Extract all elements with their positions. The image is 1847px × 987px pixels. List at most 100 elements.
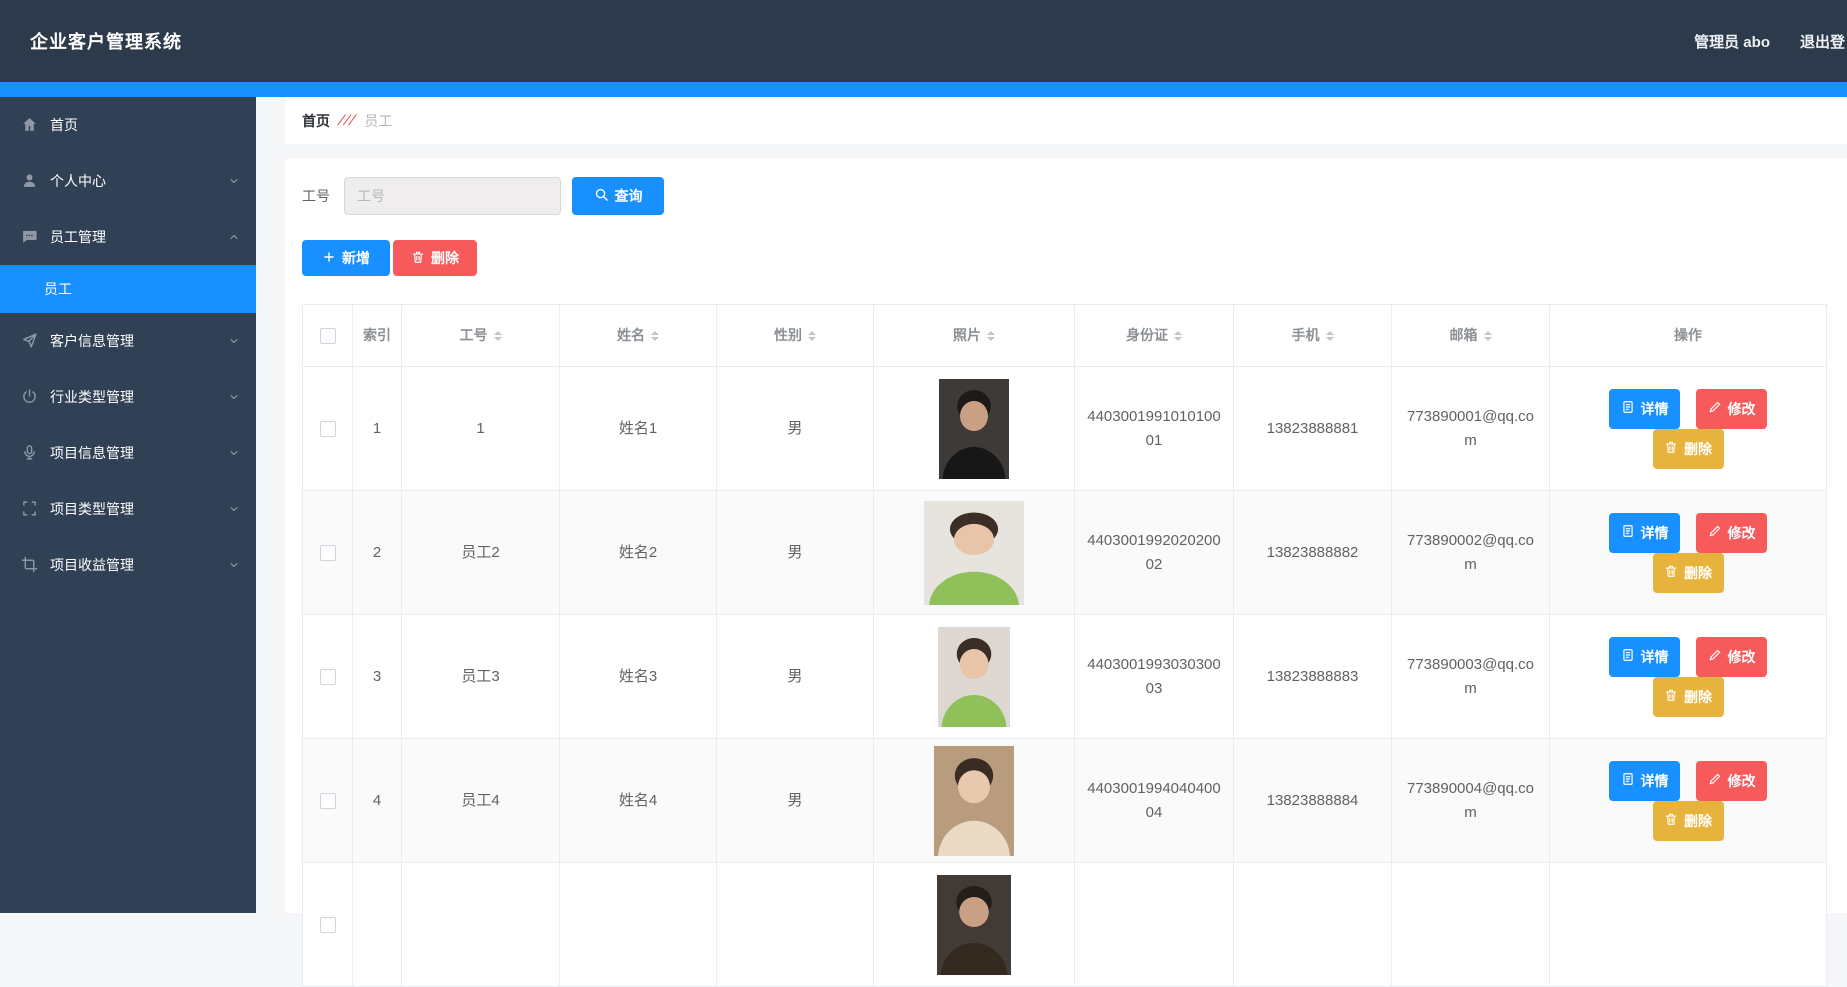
edit-button[interactable]: 修改 [1696, 388, 1767, 429]
admin-user-link[interactable]: 管理员 abo [1694, 33, 1770, 51]
edit-button-label: 修改 [1727, 772, 1756, 789]
sidebar-item-label: 项目收益管理 [50, 557, 134, 573]
pencil-icon [1708, 772, 1722, 789]
logout-link[interactable]: 退出登 [1799, 33, 1845, 51]
delete-button[interactable]: 删除 [393, 240, 477, 276]
detail-button[interactable]: 详情 [1609, 512, 1680, 553]
edit-button[interactable]: 修改 [1696, 512, 1767, 553]
add-button[interactable]: 新增 [302, 240, 390, 276]
cell-gender: 男 [716, 366, 874, 491]
sidebar-item-project-info-mgmt[interactable]: 项目信息管理 [0, 425, 256, 481]
sort-caret[interactable] [493, 327, 502, 345]
cell-gender: 男 [716, 614, 874, 739]
edit-button[interactable]: 修改 [1696, 636, 1767, 677]
select-all-checkbox[interactable] [319, 328, 336, 345]
table-row: 1 1 姓名1 男 440300199101010001 13823888881 77389… [302, 366, 1827, 515]
cell-photo [873, 490, 1075, 642]
topbar: 企业客户管理系统 管理员 abo 退出登 [0, 0, 1847, 82]
sort-caret[interactable] [1483, 327, 1492, 345]
remove-button[interactable]: 删除 [1652, 800, 1724, 841]
remove-button[interactable]: 删除 [1652, 552, 1724, 593]
detail-button[interactable]: 详情 [1609, 636, 1680, 677]
cell-index: 1 [352, 366, 402, 491]
table-row: 3 员工3 姓名3 男 440300199303030003 13823888883 773… [302, 614, 1827, 763]
sidebar-item-project-type-mgmt[interactable]: 项目类型管理 [0, 481, 256, 537]
column-header-label: 邮箱 [1449, 327, 1478, 343]
cell-work-id: 员工4 [401, 738, 560, 863]
search-icon [594, 187, 609, 205]
trash-icon [1664, 688, 1678, 705]
employee-table: 索引 工号 姓名 性别 照片 身份证 手机 邮箱 操作 1 1 姓名1 男 44030019910101… [302, 304, 1827, 987]
row-checkbox[interactable] [319, 668, 336, 685]
document-icon [1621, 400, 1635, 417]
employee-photo [939, 378, 1009, 515]
cell-gender [716, 862, 874, 987]
search-row: 工号 查询 [302, 177, 664, 215]
brackets-icon [21, 500, 39, 518]
col-5: 照片 [873, 304, 1075, 367]
cell-checkbox [302, 738, 353, 863]
sidebar-subitem-label: 员工 [44, 281, 72, 297]
remove-button-label: 删除 [1684, 564, 1712, 581]
trash-icon [1664, 812, 1678, 829]
sidebar-subitem-employee[interactable]: 员工 [0, 265, 256, 313]
search-input[interactable] [344, 177, 561, 215]
row-checkbox[interactable] [319, 544, 336, 561]
column-header-label: 性别 [774, 327, 802, 343]
sidebar-item-label: 行业类型管理 [50, 389, 134, 405]
sort-caret[interactable] [1325, 327, 1334, 345]
chevron-up-icon [228, 231, 240, 243]
remove-button[interactable]: 删除 [1652, 428, 1724, 469]
cell-email [1391, 862, 1550, 987]
cell-checkbox [302, 862, 353, 987]
detail-button-label: 详情 [1640, 524, 1669, 541]
trash-icon [1664, 440, 1678, 457]
row-checkbox[interactable] [319, 792, 336, 809]
table-wrap: 索引 工号 姓名 性别 照片 身份证 手机 邮箱 操作 1 1 姓名1 男 44030019910101… [302, 304, 1827, 987]
sidebar-item-profile[interactable]: 个人中心 [0, 153, 256, 209]
query-button[interactable]: 查询 [572, 177, 664, 215]
row-checkbox[interactable] [319, 916, 336, 933]
col-2: 工号 [401, 304, 560, 367]
sidebar-item-home[interactable]: 首页 [0, 97, 256, 153]
employee-photo [937, 874, 1011, 987]
user-icon [21, 172, 39, 190]
app-title: 企业客户管理系统 [30, 32, 182, 52]
sort-caret[interactable] [808, 327, 816, 345]
sidebar-item-industry-type-mgmt[interactable]: 行业类型管理 [0, 369, 256, 425]
table-row: 4 员工4 姓名4 男 440300199404040004 13823888884 773… [302, 738, 1827, 896]
edit-button-label: 修改 [1727, 648, 1756, 665]
edit-button[interactable]: 修改 [1696, 760, 1767, 801]
cell-name [559, 862, 717, 987]
sidebar-item-employee-mgmt[interactable]: 员工管理 [0, 209, 256, 265]
chevron-down-icon [228, 335, 240, 347]
column-header-label: 操作 [1674, 327, 1702, 343]
detail-button[interactable]: 详情 [1609, 388, 1680, 429]
remove-button-label: 删除 [1684, 812, 1712, 829]
document-icon [1621, 524, 1635, 541]
cell-photo [873, 614, 1075, 763]
row-checkbox[interactable] [319, 420, 336, 437]
detail-button[interactable]: 详情 [1609, 760, 1680, 801]
cell-name: 姓名1 [559, 366, 717, 491]
cell-phone: 13823888881 [1233, 366, 1392, 491]
edit-button-label: 修改 [1727, 400, 1756, 417]
breadcrumb-home[interactable]: 首页 [302, 112, 330, 129]
col-4: 性别 [716, 304, 874, 367]
sidebar-item-customer-info-mgmt[interactable]: 客户信息管理 [0, 313, 256, 369]
detail-button-label: 详情 [1640, 400, 1669, 417]
remove-button-label: 删除 [1684, 440, 1712, 457]
sort-caret[interactable] [1174, 327, 1182, 345]
col-6: 身份证 [1074, 304, 1234, 367]
trash-icon [411, 250, 425, 267]
sort-caret[interactable] [987, 327, 995, 345]
cell-gender: 男 [716, 738, 874, 863]
cell-id-card: 440300199101010001 [1074, 366, 1234, 491]
remove-button[interactable]: 删除 [1652, 676, 1724, 717]
col-checkbox [302, 304, 353, 367]
toolbar: 新增 删除 [302, 240, 477, 276]
table-row: 2 员工2 姓名2 男 440300199202020002 13823888882 773… [302, 490, 1827, 642]
sidebar-item-project-income-mgmt[interactable]: 项目收益管理 [0, 537, 256, 593]
sidebar: 首页 个人中心 员工管理员工客户信息管理行业类型管理项目信息管理 项目类型管理项目收益… [0, 97, 256, 913]
sort-caret[interactable] [651, 327, 659, 345]
